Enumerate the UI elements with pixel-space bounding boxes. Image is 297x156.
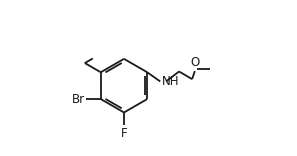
Text: NH: NH xyxy=(162,75,180,88)
Text: F: F xyxy=(121,127,127,140)
Text: O: O xyxy=(190,56,200,69)
Text: Br: Br xyxy=(72,93,86,106)
